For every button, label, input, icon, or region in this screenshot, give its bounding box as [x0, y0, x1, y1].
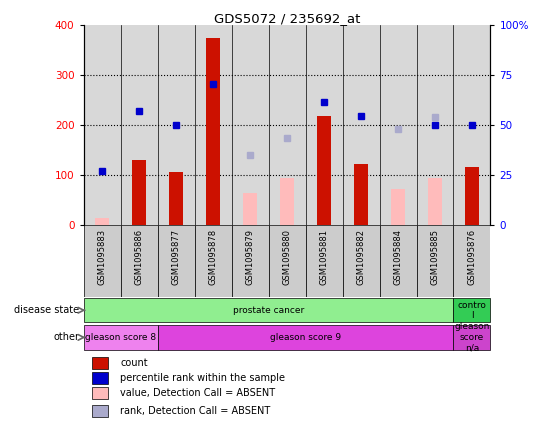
Text: GSM1095878: GSM1095878	[209, 229, 218, 285]
FancyBboxPatch shape	[195, 225, 232, 297]
Bar	[92, 357, 108, 369]
Text: value, Detection Call = ABSENT: value, Detection Call = ABSENT	[120, 388, 275, 398]
Bar	[354, 164, 369, 225]
Text: disease state: disease state	[15, 305, 79, 315]
Text: count: count	[120, 358, 148, 368]
Text: GSM1095882: GSM1095882	[356, 229, 365, 285]
FancyBboxPatch shape	[342, 225, 379, 297]
Text: gleason score 8: gleason score 8	[85, 333, 156, 342]
FancyBboxPatch shape	[268, 225, 306, 297]
Bar	[92, 404, 108, 417]
Bar	[92, 387, 108, 399]
FancyBboxPatch shape	[453, 225, 490, 297]
FancyBboxPatch shape	[453, 325, 490, 349]
Bar	[95, 218, 109, 225]
Text: contro
l: contro l	[458, 301, 486, 320]
Bar	[132, 160, 147, 225]
FancyBboxPatch shape	[157, 325, 453, 349]
Text: gleason
score
n/a: gleason score n/a	[454, 322, 489, 352]
Bar	[92, 372, 108, 384]
Bar	[280, 178, 294, 225]
Text: GSM1095879: GSM1095879	[246, 229, 254, 285]
FancyBboxPatch shape	[121, 225, 157, 297]
FancyBboxPatch shape	[157, 225, 195, 297]
FancyBboxPatch shape	[84, 325, 157, 349]
FancyBboxPatch shape	[84, 225, 121, 297]
Bar	[169, 172, 183, 225]
FancyBboxPatch shape	[417, 225, 453, 297]
Text: GSM1095876: GSM1095876	[467, 229, 476, 285]
FancyBboxPatch shape	[379, 225, 417, 297]
Text: gleason score 9: gleason score 9	[270, 333, 341, 342]
Text: percentile rank within the sample: percentile rank within the sample	[120, 373, 285, 383]
Bar	[243, 193, 258, 225]
Text: GSM1095881: GSM1095881	[320, 229, 328, 285]
Text: rank, Detection Call = ABSENT: rank, Detection Call = ABSENT	[120, 406, 271, 416]
Text: GSM1095880: GSM1095880	[282, 229, 292, 285]
Text: GSM1095883: GSM1095883	[98, 229, 107, 285]
Bar	[391, 189, 405, 225]
FancyBboxPatch shape	[84, 298, 453, 322]
Title: GDS5072 / 235692_at: GDS5072 / 235692_at	[214, 12, 360, 25]
Text: prostate cancer: prostate cancer	[233, 306, 304, 315]
Text: GSM1095885: GSM1095885	[431, 229, 439, 285]
Bar	[205, 38, 220, 225]
Bar	[316, 116, 331, 225]
Text: GSM1095877: GSM1095877	[171, 229, 181, 285]
Text: GSM1095884: GSM1095884	[393, 229, 403, 285]
Text: other: other	[53, 332, 79, 342]
FancyBboxPatch shape	[232, 225, 268, 297]
Bar	[465, 167, 479, 225]
Bar	[427, 178, 443, 225]
FancyBboxPatch shape	[306, 225, 342, 297]
FancyBboxPatch shape	[453, 298, 490, 322]
Text: GSM1095886: GSM1095886	[135, 229, 143, 285]
